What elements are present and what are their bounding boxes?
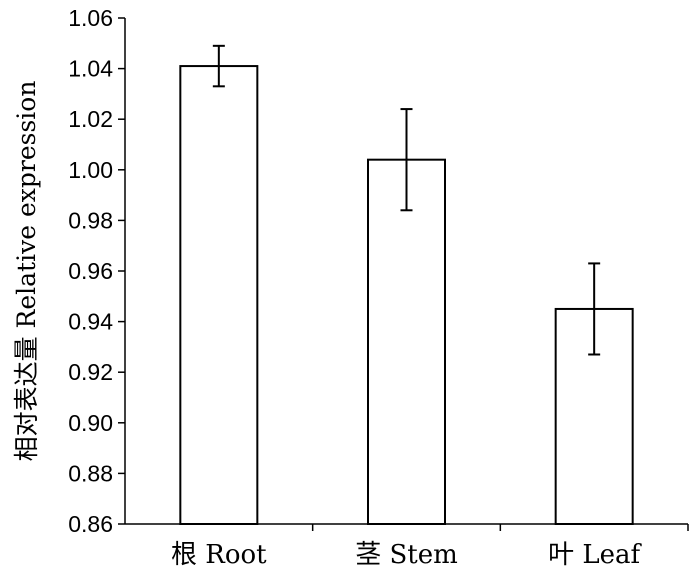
y-tick-label: 0.94 bbox=[68, 309, 113, 335]
category-labels: 根 Root 茎 Stem 叶 Leaf bbox=[171, 540, 643, 570]
category-label: 根 Root bbox=[171, 540, 267, 570]
bars bbox=[179, 65, 634, 526]
category-label: 叶 Leaf bbox=[548, 540, 642, 570]
y-tick-label: 1.06 bbox=[68, 5, 113, 31]
y-tick-label: 1.02 bbox=[68, 106, 113, 132]
y-tick-label: 1.00 bbox=[68, 157, 113, 183]
y-tick-label: 0.88 bbox=[68, 460, 113, 486]
y-axis-ticks: 0.86 0.88 0.90 0.92 0.94 0.96 0.98 1.00 1.02 1.04… bbox=[68, 5, 125, 537]
y-tick-label: 0.90 bbox=[68, 410, 113, 436]
bar bbox=[179, 65, 259, 525]
y-tick-label: 0.98 bbox=[68, 207, 113, 233]
y-tick-label: 0.86 bbox=[68, 511, 113, 537]
x-axis-ticks bbox=[311, 524, 689, 531]
y-tick-label: 1.04 bbox=[68, 56, 113, 82]
error-bars bbox=[212, 44, 601, 356]
y-tick-label: 0.96 bbox=[68, 258, 113, 284]
y-tick-label: 0.92 bbox=[68, 359, 113, 385]
bar bbox=[367, 158, 446, 525]
category-label: 茎 Stem bbox=[355, 540, 458, 570]
y-axis-title: 相对表达量 Relative expression bbox=[12, 81, 41, 462]
